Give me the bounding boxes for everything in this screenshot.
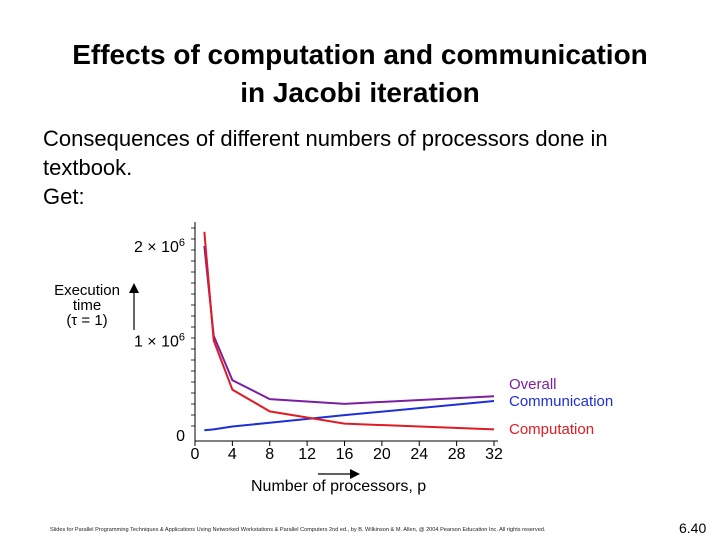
body-text-line-2: textbook. <box>43 155 133 180</box>
x-tick-label: 12 <box>298 446 316 463</box>
legend-label-communication: Communication <box>509 393 613 410</box>
body-text-line-3: Get: <box>43 184 85 209</box>
series-line-communication <box>204 399 495 432</box>
y-axis-label-line-1: Execution <box>54 282 120 299</box>
x-tick-label: 24 <box>410 446 428 463</box>
chart-ticks: 0 4 8 12 16 20 24 28 32 2 × 106 1 × 106 0 <box>134 237 503 463</box>
slide-body-text: Consequences of different numbers of pro… <box>43 124 683 211</box>
y-tick-label: 1 × 106 <box>134 332 185 351</box>
x-tick-label: 32 <box>485 446 503 463</box>
slide-title-line-2: in Jacobi iteration <box>240 77 480 108</box>
x-tick-label: 0 <box>191 446 200 463</box>
x-tick-label: 4 <box>228 446 237 463</box>
chart-series <box>203 231 495 432</box>
series-line-overall <box>203 245 495 405</box>
slide-title: Effects of computation and communication… <box>0 36 720 112</box>
x-tick-label: 28 <box>448 446 466 463</box>
x-tick-label: 16 <box>336 446 354 463</box>
y-tick-label: 0 <box>176 428 185 445</box>
y-axis-label: Execution time (τ = 1) <box>54 282 120 329</box>
x-axis-arrow-icon <box>350 469 360 479</box>
y-axis-label-line-3: (τ = 1) <box>66 312 107 329</box>
slide-footer: Slides for Parallel Programming Techniqu… <box>50 527 546 533</box>
body-text-line-1: Consequences of different numbers of pro… <box>43 126 608 151</box>
legend-label-overall: Overall <box>509 376 557 393</box>
y-axis-label-line-2: time <box>73 297 101 314</box>
chart-axes <box>191 222 498 442</box>
x-tick-label: 8 <box>265 446 274 463</box>
slide-title-line-1: Effects of computation and communication <box>72 39 648 70</box>
x-tick-label: 20 <box>373 446 391 463</box>
legend-label-computation: Computation <box>509 421 594 438</box>
y-tick-label: 2 × 106 <box>134 237 185 256</box>
x-axis-label: Number of processors, p <box>251 478 426 495</box>
series-line-computation <box>203 231 495 431</box>
y-axis-arrow-icon <box>129 283 139 293</box>
page-number: 6.40 <box>679 520 707 536</box>
